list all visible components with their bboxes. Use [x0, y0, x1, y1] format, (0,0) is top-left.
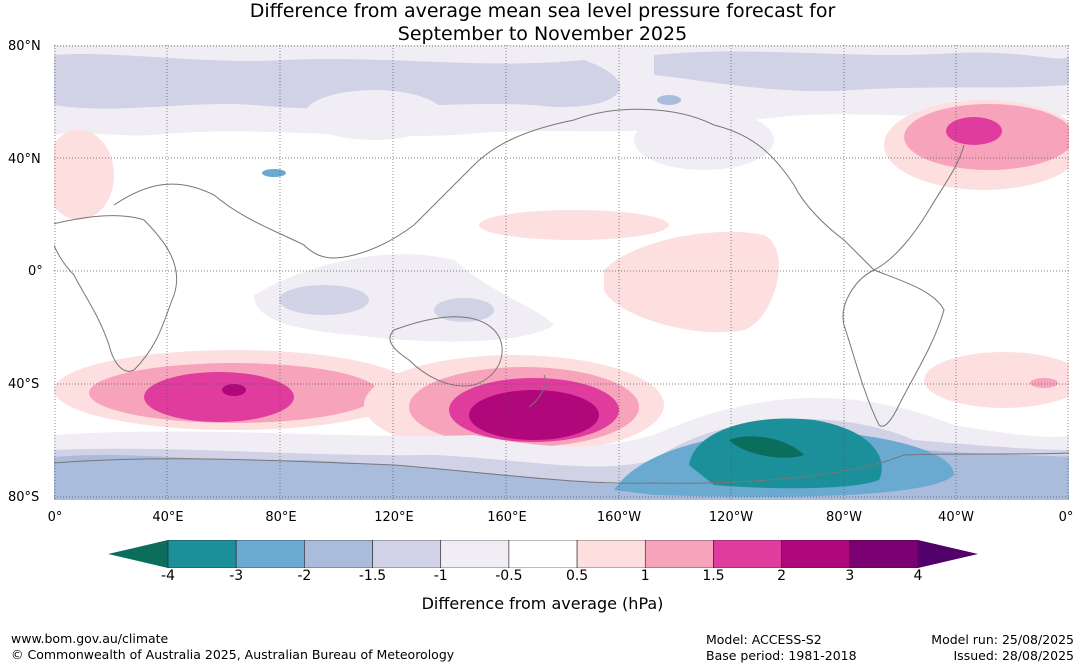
colorbar-label: Difference from average (hPa) — [421, 594, 664, 613]
amundsen-low-core — [729, 436, 804, 458]
indian-high-4 — [222, 384, 246, 396]
footer-model-info: Model: ACCESS-S2 Base period: 1981-2018 — [706, 632, 857, 664]
colorbar-tick-label: -0.5 — [495, 568, 523, 584]
colorbar-tick-label: -2 — [297, 568, 312, 584]
central-asia-pale — [304, 90, 444, 140]
colorbar-tick-label: 1.5 — [702, 568, 725, 584]
colorbar-tick-label: 4 — [913, 568, 923, 584]
colorbar-swatch — [440, 539, 510, 569]
lat-label-40n: 40°N — [8, 152, 41, 167]
atlantic-high-core — [1030, 378, 1058, 388]
colorbar-tick-label: 1 — [640, 568, 650, 584]
australia-coast — [389, 316, 503, 387]
colorbar-swatch — [713, 539, 782, 569]
colorbar-svg — [108, 539, 978, 569]
model-name: Model: ACCESS-S2 — [706, 632, 822, 647]
colorbar-tick-label: -1.5 — [358, 568, 387, 584]
pressure-anomaly-map — [44, 45, 1084, 500]
colorbar-swatch — [167, 539, 237, 569]
colorbar-swatch — [644, 539, 714, 569]
indian-ocean-low — [279, 285, 369, 315]
lon-label-120w: 120°W — [708, 510, 754, 525]
coastlines — [48, 108, 1070, 484]
footer-dates: Model run: 25/08/2025 Issued: 28/08/2025 — [931, 632, 1074, 664]
africa-coast — [48, 215, 178, 372]
colorbar-extend-high — [918, 540, 978, 568]
copyright-text: © Commonwealth of Australia 2025, Austra… — [11, 647, 455, 662]
colorbar-tick-label: 0.5 — [565, 568, 589, 584]
antarctica-coast — [53, 452, 1070, 484]
lon-label-80w: 80°W — [826, 510, 862, 525]
colorbar-extend-low — [108, 540, 168, 568]
lat-label-equator: 0° — [28, 264, 43, 279]
map-svg — [44, 45, 1084, 500]
colorbar — [108, 539, 978, 569]
model-run-date: Model run: 25/08/2025 — [931, 632, 1074, 647]
colorbar-tick-label: 2 — [777, 568, 787, 584]
tibet-low — [262, 169, 286, 177]
arctic-low-2 — [654, 51, 1069, 92]
colorbar-tick-label: -1 — [433, 568, 448, 584]
colorbar-swatch — [849, 539, 919, 569]
title-line-2: September to November 2025 — [397, 23, 688, 45]
graticule — [54, 45, 1069, 500]
colorbar-tick-label: -3 — [229, 568, 244, 584]
north-pacific-high — [479, 210, 669, 240]
lon-label-40w: 40°W — [938, 510, 974, 525]
tasman-high-4 — [469, 390, 599, 440]
colorbar-swatch — [576, 539, 646, 569]
atlantic-high — [924, 352, 1084, 408]
kamchatka-low — [657, 95, 681, 105]
colorbar-tick-label: -4 — [161, 568, 175, 584]
mediterranean-high — [44, 130, 114, 220]
lon-label-160w: 160°W — [596, 510, 642, 525]
south-america-coast — [842, 269, 945, 427]
colorbar-swatch — [304, 539, 373, 569]
base-period: Base period: 1981-2018 — [706, 648, 857, 663]
title-line-1: Difference from average mean sea level p… — [249, 0, 836, 22]
east-pacific-high — [604, 231, 779, 333]
issued-date: Issued: 28/08/2025 — [953, 648, 1075, 663]
new-zealand-coast — [528, 374, 546, 408]
eurasia-coast — [113, 108, 715, 259]
colorbar-swatch — [235, 539, 305, 569]
lat-label-80s: 80°S — [8, 490, 40, 505]
lon-label-40e: 40°E — [152, 510, 184, 525]
lon-label-360: 0° — [1058, 510, 1074, 525]
colorbar-tick-label: 3 — [845, 568, 855, 584]
lon-label-0: 0° — [47, 510, 63, 525]
indian-high-3 — [144, 372, 294, 422]
map-title: Difference from average mean sea level p… — [0, 0, 1085, 46]
arctic-low-1 — [54, 53, 621, 109]
north-atlantic-high-3 — [946, 117, 1002, 145]
north-america-coast — [713, 124, 965, 271]
lat-label-80n: 80°N — [8, 39, 41, 54]
lon-label-120e: 120°E — [374, 510, 414, 525]
lat-label-40s: 40°S — [8, 377, 40, 392]
australia-low — [434, 298, 494, 322]
colorbar-swatch — [781, 539, 851, 569]
website-link[interactable]: www.bom.gov.au/climate — [11, 631, 169, 646]
lon-label-80e: 80°E — [265, 510, 297, 525]
footer-left: www.bom.gov.au/climate © Commonwealth of… — [11, 631, 454, 663]
lon-label-160e: 160°E — [487, 510, 527, 525]
colorbar-swatch — [372, 539, 442, 569]
colorbar-swatch — [508, 539, 578, 569]
japan-pale — [634, 110, 774, 170]
